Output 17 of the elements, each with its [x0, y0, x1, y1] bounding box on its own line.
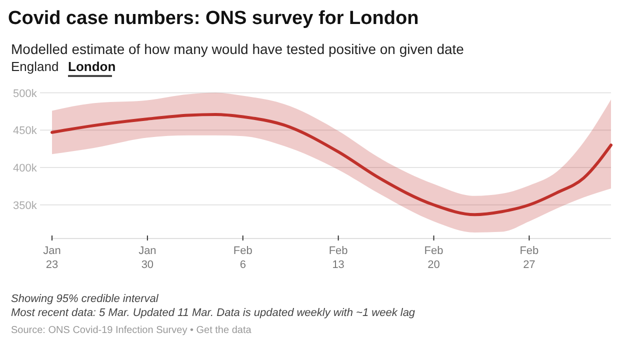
text: England — [11, 59, 59, 74]
y-tick-label: 450k — [13, 125, 38, 138]
chart-subtitle: Modelled estimate of how many would have tested positive on given date — [11, 41, 464, 57]
x-tick-label: Feb 20 — [424, 245, 444, 271]
y-tick-label: 400k — [13, 162, 38, 175]
x-tick-label: Feb 27 — [520, 245, 539, 271]
x-tick-label: Feb 13 — [328, 245, 348, 271]
text: London — [68, 59, 116, 74]
text: Showing 95% credible interval — [11, 293, 159, 305]
x-tick-label: Jan 30 — [138, 245, 156, 271]
chart-title: Covid case numbers: ONS survey for London — [8, 8, 419, 29]
y-tick-label: 350k — [13, 200, 38, 212]
text: Most recent data: 5 Mar. Updated 11 Mar. Data is updated weekly with ~1 week lag — [11, 307, 416, 319]
x-tick-label: Jan 23 — [43, 245, 61, 271]
y-tick-label: 500k — [13, 88, 38, 100]
source-note: Source: ONS Covid-19 Infection Survey • Get the data — [11, 325, 252, 336]
x-tick-label: Feb 6 — [233, 245, 252, 271]
